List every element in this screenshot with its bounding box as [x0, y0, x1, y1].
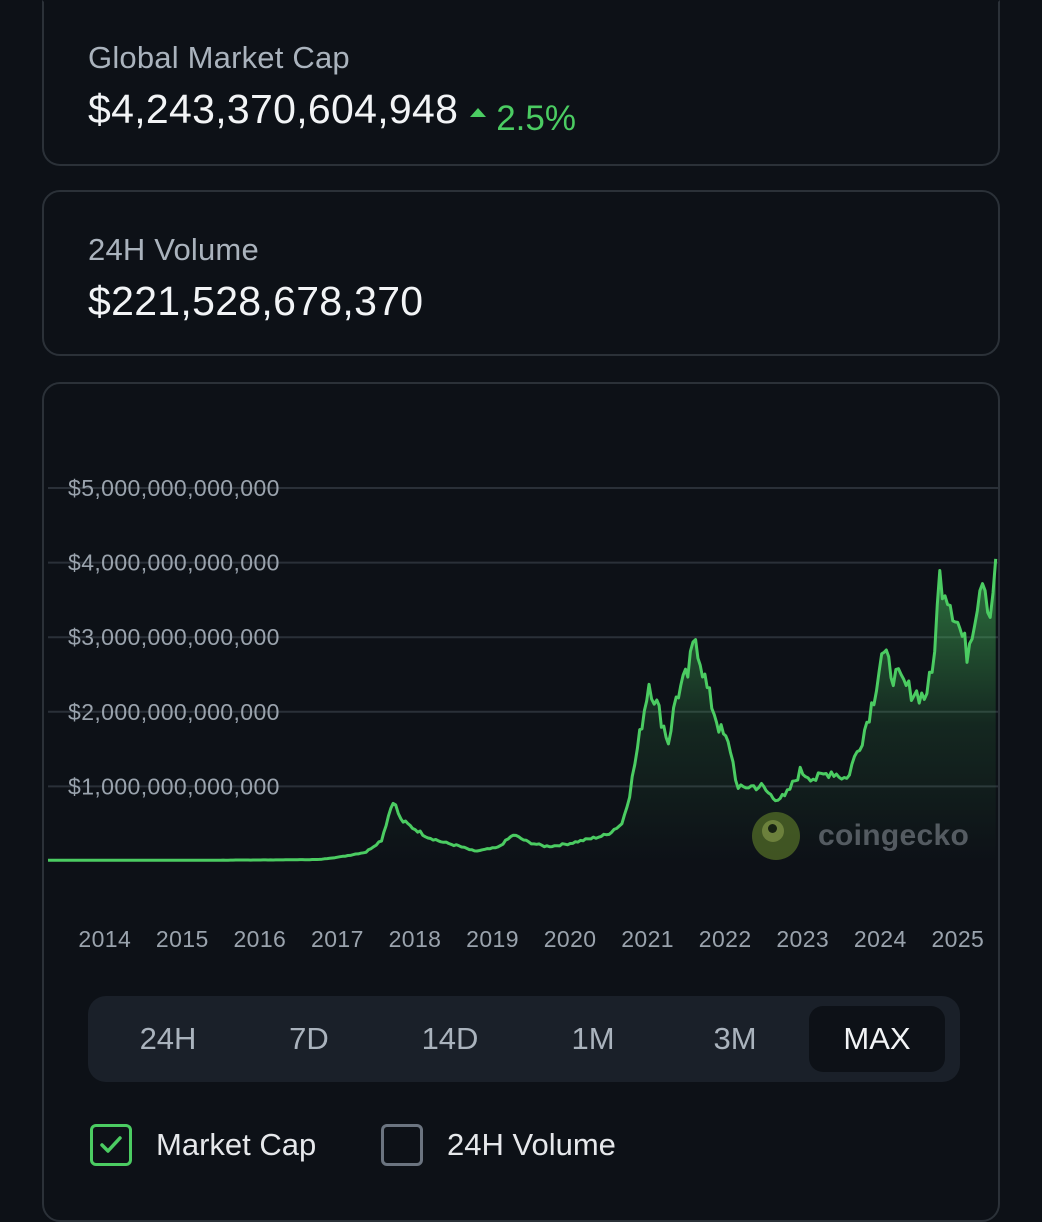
y-tick-label: $2,000,000,000,000	[68, 699, 280, 725]
range-tab-3m[interactable]: 3M	[713, 1021, 757, 1056]
time-range-selector: 24H 7D 14D 1M 3M MAX	[88, 996, 960, 1082]
x-tick-label: 2018	[389, 926, 442, 952]
triangle-up-icon	[470, 108, 487, 117]
y-tick-label: $3,000,000,000,000	[68, 624, 280, 650]
range-tab-24h[interactable]: 24H	[139, 1021, 197, 1056]
x-tick-label: 2017	[311, 926, 364, 952]
x-tick-label: 2020	[544, 926, 597, 952]
x-tick-label: 2019	[466, 926, 519, 952]
x-axis-labels: 2014 2015 2016 2017 2018 2019 2020 2021 2022 2023…	[78, 926, 984, 952]
market-cap-chart[interactable]: $1,000,000,000,000 $2,000,000,000,000 $3,0…	[44, 384, 998, 964]
x-tick-label: 2015	[156, 926, 209, 952]
coingecko-logo-icon	[752, 812, 800, 860]
market-cap-change-value: 2.5%	[496, 98, 576, 138]
market-cap-label: Global Market Cap	[88, 40, 350, 75]
volume-checkbox[interactable]	[381, 1124, 423, 1166]
chart-card: $1,000,000,000,000 $2,000,000,000,000 $3,0…	[42, 382, 1000, 1222]
market-cap-checkbox[interactable]	[90, 1124, 132, 1166]
x-tick-label: 2025	[931, 926, 984, 952]
y-axis-labels: $1,000,000,000,000 $2,000,000,000,000 $3,0…	[68, 475, 280, 799]
market-cap-change: 2.5%	[470, 99, 576, 139]
range-tab-7d[interactable]: 7D	[289, 1021, 329, 1056]
volume-value: $221,528,678,370	[88, 278, 424, 324]
legend-24h-volume[interactable]: 24H Volume	[381, 1124, 616, 1166]
legend-market-cap[interactable]: Market Cap	[90, 1124, 316, 1166]
x-tick-label: 2024	[854, 926, 907, 952]
check-icon	[100, 1136, 122, 1153]
x-tick-label: 2016	[233, 926, 286, 952]
y-tick-label: $4,000,000,000,000	[68, 550, 280, 576]
volume-card: 24H Volume $221,528,678,370	[42, 190, 1000, 356]
x-tick-label: 2014	[78, 926, 131, 952]
y-tick-label: $1,000,000,000,000	[68, 773, 280, 799]
legend-market-cap-label: Market Cap	[156, 1127, 317, 1162]
market-cap-series-line	[47, 558, 998, 862]
market-cap-value: $4,243,370,604,948	[88, 86, 459, 132]
volume-label: 24H Volume	[88, 232, 259, 267]
x-tick-label: 2022	[699, 926, 752, 952]
range-tab-1m[interactable]: 1M	[571, 1021, 615, 1056]
legend-24h-volume-label: 24H Volume	[447, 1127, 616, 1162]
range-tab-14d[interactable]: 14D	[421, 1021, 479, 1056]
x-tick-label: 2023	[776, 926, 829, 952]
coingecko-watermark: coingecko	[752, 812, 969, 860]
market-cap-row: $4,243,370,604,948 2.5%	[88, 86, 576, 139]
market-cap-card: Global Market Cap $4,243,370,604,948 2.5…	[42, 0, 1000, 166]
market-cap-area-fill	[48, 558, 996, 861]
watermark-text: coingecko	[818, 819, 970, 852]
y-tick-label: $5,000,000,000,000	[68, 475, 280, 501]
chart-area	[47, 558, 998, 862]
range-tab-max[interactable]: MAX	[809, 1006, 945, 1072]
x-tick-label: 2021	[621, 926, 674, 952]
